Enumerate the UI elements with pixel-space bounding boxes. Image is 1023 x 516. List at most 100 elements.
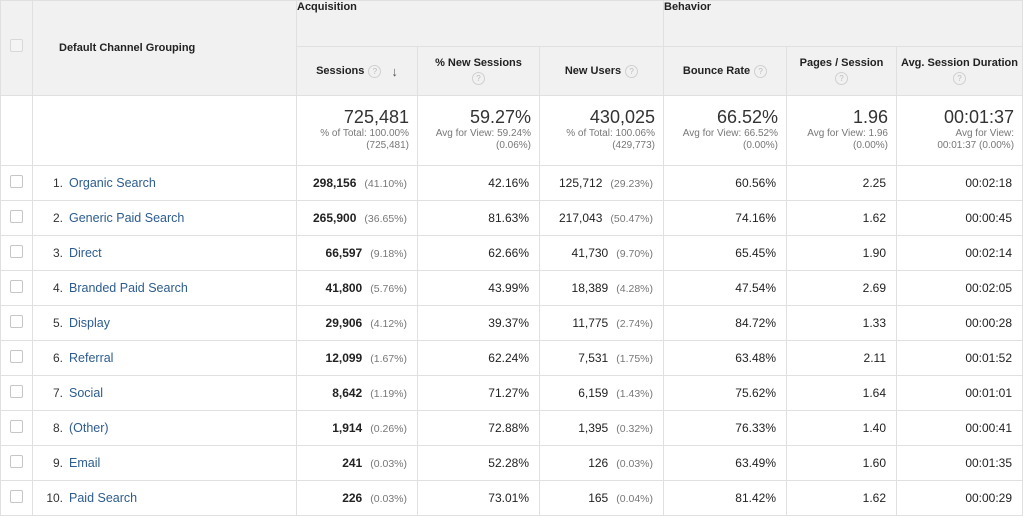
row-dimension: 5. Display	[32, 305, 297, 341]
row-checkbox[interactable]	[10, 385, 23, 398]
sort-descending-icon[interactable]: ↓	[391, 63, 398, 79]
pages-session-help-icon[interactable]: ?	[835, 72, 848, 85]
avg-duration-header-label: Avg. Session Duration	[901, 57, 1018, 69]
row-dimension: 3. Direct	[32, 235, 297, 271]
sessions-percent: (41.10%)	[364, 178, 407, 190]
total-sessions-value: 725,481	[343, 107, 409, 127]
row-index: 10.	[46, 491, 63, 505]
sessions-percent: (1.67%)	[370, 353, 407, 365]
row-checkbox[interactable]	[10, 315, 23, 328]
row-sessions: 226 (0.03%)	[296, 480, 418, 516]
row-avg-duration: 00:02:18	[895, 165, 1023, 201]
row-checkbox[interactable]	[10, 280, 23, 293]
row-new-sessions: 39.37%	[417, 305, 540, 341]
row-new-users: 6,159 (1.43%)	[539, 375, 664, 411]
new-users-help-icon[interactable]: ?	[625, 64, 639, 78]
new-users-value: 11,775	[572, 316, 609, 330]
row-pages-session: 1.33	[786, 305, 897, 341]
row-checkbox-cell	[0, 410, 33, 446]
total-pages-session: 1.96 Avg for View: 1.96 (0.00%)	[786, 95, 897, 166]
bounce-rate-column-header[interactable]: Bounce Rate?	[663, 46, 787, 96]
avg-duration-column-header[interactable]: Avg. Session Duration ?	[895, 46, 1023, 96]
totals-row: 725,481 % of Total: 100.00% (725,481) 59…	[0, 95, 1023, 166]
table-row: 1. Organic Search 298,156 (41.10%) 42.16% …	[0, 165, 1023, 201]
row-checkbox[interactable]	[10, 420, 23, 433]
table-row: 10. Paid Search 226 (0.03%) 73.01% 165 (0.0…	[0, 480, 1023, 516]
row-dimension: 4. Branded Paid Search	[32, 270, 297, 306]
row-index: 7.	[52, 386, 63, 400]
select-all-checkbox[interactable]	[10, 39, 23, 52]
sessions-help-icon[interactable]: ?	[368, 64, 382, 78]
row-new-sessions: 43.99%	[417, 270, 540, 306]
pages-session-column-header[interactable]: Pages / Session ?	[786, 46, 897, 96]
sessions-value: 298,156	[313, 176, 357, 190]
row-checkbox[interactable]	[10, 490, 23, 503]
row-dimension: 7. Social	[32, 375, 297, 411]
new-users-column-header[interactable]: New Users?	[539, 46, 664, 96]
row-sessions: 8,642 (1.19%)	[296, 375, 418, 411]
table-row: 4. Branded Paid Search 41,800 (5.76%) 43.9…	[0, 270, 1023, 306]
table-row: 2. Generic Paid Search 265,900 (36.65%) 81…	[0, 200, 1023, 236]
pages-session-header-label: Pages / Session	[799, 57, 884, 69]
row-bounce-rate: 47.54%	[663, 270, 787, 306]
channel-link[interactable]: Display	[69, 316, 110, 330]
channel-link[interactable]: Referral	[69, 351, 114, 365]
row-new-users: 125,712 (29.23%)	[539, 165, 664, 201]
avg-duration-help-icon[interactable]: ?	[953, 72, 967, 85]
sessions-value: 66,597	[325, 246, 363, 260]
sessions-value: 41,800	[325, 281, 363, 295]
channel-link[interactable]: Email	[69, 456, 101, 470]
row-sessions: 265,900 (36.65%)	[296, 200, 418, 236]
row-bounce-rate: 65.45%	[663, 235, 787, 271]
row-checkbox[interactable]	[10, 245, 23, 258]
row-dimension: 8. (Other)	[32, 410, 297, 446]
row-checkbox[interactable]	[10, 455, 23, 468]
sessions-column-header[interactable]: Sessions? ↓	[296, 46, 418, 96]
new-users-value: 1,395	[578, 421, 609, 435]
row-pages-session: 1.62	[786, 200, 897, 236]
bounce-rate-help-icon[interactable]: ?	[754, 64, 768, 78]
row-checkbox[interactable]	[10, 175, 23, 188]
row-sessions: 66,597 (9.18%)	[296, 235, 418, 271]
row-checkbox[interactable]	[10, 210, 23, 223]
sessions-value: 12,099	[325, 351, 363, 365]
new-users-percent: (1.43%)	[616, 388, 653, 400]
total-new-users-line2: (429,773)	[612, 140, 655, 151]
channel-link[interactable]: Direct	[69, 246, 102, 260]
row-checkbox-cell	[0, 305, 33, 341]
channel-link[interactable]: Organic Search	[69, 176, 156, 190]
channel-link[interactable]: Paid Search	[69, 491, 138, 505]
row-index: 3.	[52, 246, 63, 260]
row-pages-session: 2.69	[786, 270, 897, 306]
total-pages-session-line2: (0.00%)	[852, 140, 888, 151]
behavior-group-header: Behavior	[662, 0, 1023, 47]
channel-link[interactable]: Social	[69, 386, 104, 400]
channel-link[interactable]: Generic Paid Search	[69, 211, 185, 225]
row-avg-duration: 00:00:41	[895, 410, 1023, 446]
select-all-cell	[0, 0, 33, 96]
row-index: 5.	[52, 316, 63, 330]
row-sessions: 298,156 (41.10%)	[296, 165, 418, 201]
total-new-sessions: 59.27% Avg for View: 59.24% (0.06%)	[417, 95, 540, 166]
row-new-sessions: 71.27%	[417, 375, 540, 411]
row-new-sessions: 42.16%	[417, 165, 540, 201]
dimension-header[interactable]: Default Channel Grouping	[32, 0, 297, 96]
row-bounce-rate: 63.49%	[663, 445, 787, 481]
channel-link[interactable]: Branded Paid Search	[69, 281, 188, 295]
new-sessions-column-header[interactable]: % New Sessions ?	[417, 46, 540, 96]
row-checkbox-cell	[0, 200, 33, 236]
total-bounce-rate-line1: Avg for View: 66.52%	[682, 128, 778, 139]
row-checkbox-cell	[0, 375, 33, 411]
new-sessions-help-icon[interactable]: ?	[472, 72, 485, 85]
total-avg-duration: 00:01:37 Avg for View: 00:01:37 (0.00%)	[895, 95, 1023, 166]
totals-empty-cell	[0, 95, 33, 166]
sessions-percent: (5.76%)	[370, 283, 407, 295]
row-checkbox[interactable]	[10, 350, 23, 363]
total-avg-duration-value: 00:01:37	[943, 107, 1015, 127]
new-users-percent: (0.04%)	[616, 493, 653, 505]
channel-link[interactable]: (Other)	[69, 421, 109, 435]
table-row: 5. Display 29,906 (4.12%) 39.37% 11,775 (2.…	[0, 305, 1023, 341]
header-group-row: Default Channel Grouping Acquisition Beh…	[0, 0, 1023, 96]
sessions-percent: (1.19%)	[370, 388, 407, 400]
